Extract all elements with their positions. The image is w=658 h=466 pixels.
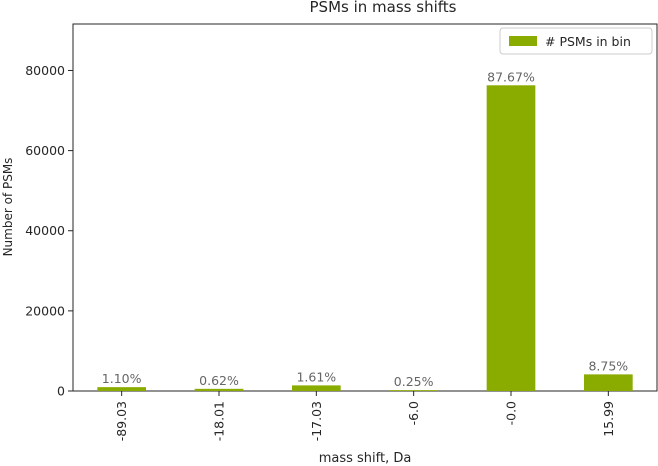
x-axis-label: mass shift, Da (319, 451, 412, 466)
legend-label: # PSMs in bin (545, 34, 631, 49)
bar-value-label: 0.25% (394, 374, 434, 389)
x-tick-label: -6.0 (406, 401, 421, 425)
x-tick-label: -17.03 (309, 401, 324, 441)
chart-title: PSMs in mass shifts (310, 0, 457, 16)
legend-swatch (509, 36, 537, 46)
y-tick-label: 80000 (25, 63, 65, 78)
bar-value-label: 0.62% (199, 373, 239, 388)
bar-value-label: 1.10% (102, 371, 142, 386)
legend: # PSMs in bin (499, 27, 653, 55)
bar (292, 385, 341, 391)
y-tick-label: 40000 (25, 223, 65, 238)
bar-value-label: 1.61% (296, 369, 336, 384)
x-tick-label: -18.01 (212, 401, 227, 441)
bar-labels: 1.10% 0.62% 1.61% 0.25% 87.67% 8.75% (102, 69, 628, 389)
legend-box (499, 27, 653, 55)
y-tick-label: 0 (57, 384, 65, 399)
y-axis-label: Number of PSMs (1, 158, 15, 257)
bar (584, 374, 633, 391)
y-axis-ticks: 0 20000 40000 60000 80000 (25, 63, 73, 399)
bar (389, 390, 438, 391)
plot-area (72, 23, 658, 392)
x-tick-label: 15.99 (601, 401, 616, 437)
x-tick-label: -89.03 (114, 401, 129, 441)
bar (486, 85, 536, 391)
bar-value-label: 87.67% (487, 69, 535, 84)
y-tick-label: 60000 (25, 143, 65, 158)
x-axis-ticks: -89.03 -18.01 -17.03 -6.0 -0.0 15.99 (114, 391, 616, 441)
bars (97, 85, 633, 391)
bar (97, 387, 146, 391)
bar (194, 388, 244, 391)
y-tick-label: 20000 (25, 303, 65, 318)
x-tick-label: -0.0 (504, 401, 519, 425)
bar-value-label: 8.75% (588, 358, 628, 373)
